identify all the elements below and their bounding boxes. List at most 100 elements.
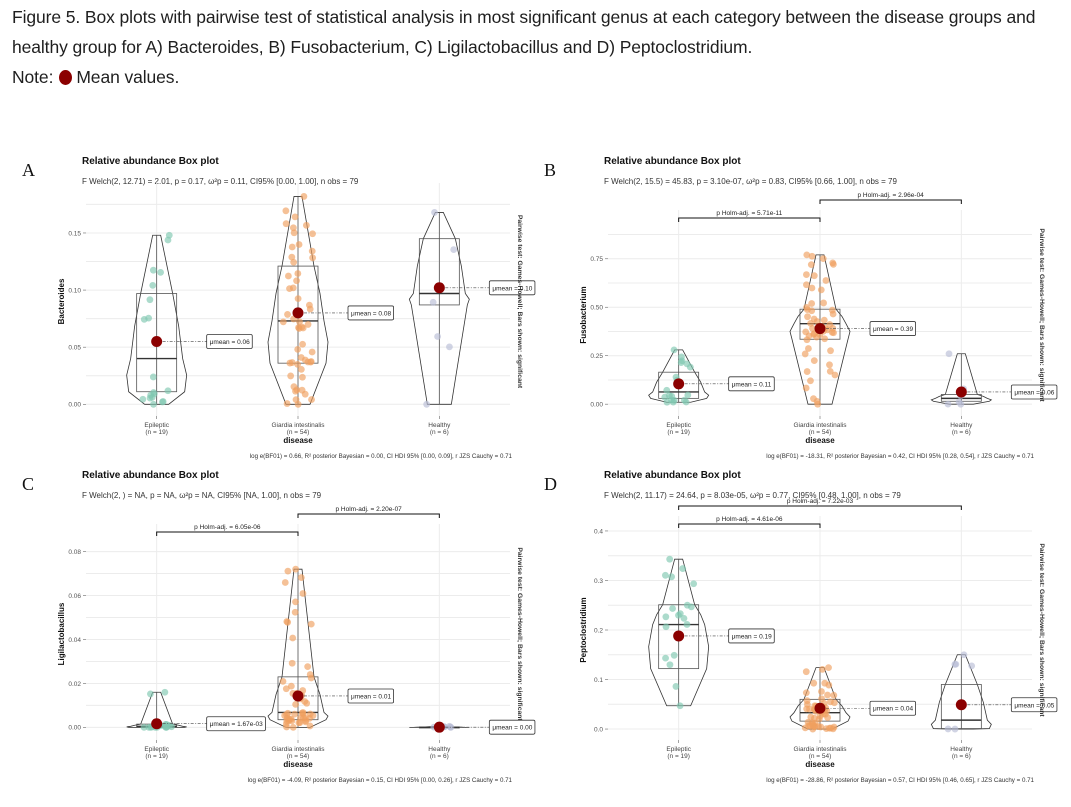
panel-letter: C xyxy=(22,474,34,494)
panel-subtitle: F Welch(2, 11.17) = 24.64, p = 8.03e-05,… xyxy=(604,491,901,500)
x-axis-title: disease xyxy=(805,436,835,445)
panel-title: Relative abundance Box plot xyxy=(82,156,219,167)
violin-outline xyxy=(789,254,851,405)
bayes-stats: log e(BF01) = -18.31, R² posterior Bayes… xyxy=(766,453,1034,460)
group-giardia-intestinalis: μmean = 0.08 xyxy=(267,193,394,408)
y-axis-title: Peptoclostridium xyxy=(579,597,588,662)
y-tick-label: 0.04 xyxy=(68,637,81,644)
data-point xyxy=(825,664,832,672)
pairwise-bracket xyxy=(678,505,962,510)
data-point xyxy=(429,298,437,306)
y-axis-title: Fusobacterium xyxy=(579,286,588,343)
data-point xyxy=(670,651,678,659)
mean-label: μmean = 0.01 xyxy=(351,693,391,700)
data-point xyxy=(161,688,169,696)
data-point xyxy=(679,565,687,572)
data-point xyxy=(810,679,818,687)
data-point xyxy=(803,271,810,278)
pairwise-bracket xyxy=(156,531,299,536)
pairwise-bracket xyxy=(678,217,821,222)
data-point xyxy=(820,299,827,307)
data-point xyxy=(803,303,810,311)
mean-point xyxy=(814,702,826,714)
chart-panel-a: A Relative abundance Box plot F Welch(2, 1… xyxy=(22,156,536,460)
data-point xyxy=(663,386,671,394)
y-tick-label: 0.00 xyxy=(68,725,81,732)
data-point xyxy=(423,400,431,408)
data-point xyxy=(821,335,829,343)
y-tick-label: 0.10 xyxy=(68,287,81,294)
data-point xyxy=(661,571,669,579)
mean-point xyxy=(433,721,445,733)
pairwise-bar: p Holm-adj. = 2.20e-07 xyxy=(297,506,440,518)
pairwise-bar: p Holm-adj. = 2.96e-04 xyxy=(819,192,962,204)
data-point xyxy=(308,396,315,403)
mean-point xyxy=(955,699,967,711)
mean-point xyxy=(433,282,445,294)
pairwise-pvalue: p Holm-adj. = 5.71e-11 xyxy=(716,210,782,217)
data-point xyxy=(284,567,292,575)
chart-panel-b: B Relative abundance Box plot F Welch(2, 1… xyxy=(544,156,1058,460)
data-point xyxy=(304,321,312,328)
bayes-stats: log e(BF01) = 0.66, R² posterior Bayesia… xyxy=(250,453,513,460)
data-point xyxy=(293,277,300,285)
chart-panel-c: C Relative abundance Box plot F Welch(2, )… xyxy=(22,470,536,784)
data-point xyxy=(140,724,148,731)
data-point xyxy=(683,621,691,628)
data-point xyxy=(681,396,688,404)
y-tick-label: 0.2 xyxy=(594,627,603,634)
data-point xyxy=(297,714,304,722)
data-point xyxy=(294,295,302,303)
violin-outline xyxy=(126,234,188,405)
data-point xyxy=(830,329,837,337)
data-point xyxy=(813,333,821,341)
y-tick-label: 0.25 xyxy=(590,353,603,360)
data-point xyxy=(803,336,811,344)
data-point xyxy=(666,661,674,669)
mean-label: μmean = 0.39 xyxy=(873,326,913,333)
panel-letter: D xyxy=(544,474,557,494)
data-point xyxy=(168,723,175,731)
y-tick-label: 0.3 xyxy=(594,578,603,585)
data-point xyxy=(287,682,295,690)
x-axis-title: disease xyxy=(283,436,313,445)
group-healthy: μmean = 0.05 xyxy=(930,651,1058,733)
x-tick-n-label: (n = 54) xyxy=(287,429,310,436)
data-point xyxy=(802,328,810,336)
mean-point xyxy=(814,323,826,335)
data-point xyxy=(295,324,302,331)
data-point xyxy=(830,699,838,707)
group-giardia-intestinalis: μmean = 0.39 xyxy=(789,251,916,408)
data-point xyxy=(960,651,968,659)
y-tick-label: 0.0 xyxy=(594,726,603,733)
data-point xyxy=(307,620,315,628)
data-point xyxy=(662,613,670,621)
data-point xyxy=(662,654,669,662)
box xyxy=(418,238,460,306)
data-point xyxy=(813,398,821,405)
data-point xyxy=(284,709,292,717)
data-point xyxy=(139,395,147,403)
data-point xyxy=(677,359,685,366)
group-healthy: μmean = 0.10 xyxy=(408,209,536,408)
data-point xyxy=(288,243,296,251)
x-tick-n-label: (n = 19) xyxy=(667,429,690,436)
pairwise-bar: p Holm-adj. = 7.22e-03 xyxy=(678,498,962,510)
data-point xyxy=(690,580,698,588)
pairwise-bar: p Holm-adj. = 5.71e-11 xyxy=(678,210,821,222)
mean-label-box xyxy=(1010,384,1058,400)
x-tick-n-label: (n = 6) xyxy=(952,753,971,760)
data-point xyxy=(683,360,691,368)
data-point xyxy=(306,710,314,718)
mean-label: μmean = 0.06 xyxy=(1014,389,1054,396)
caption-text: . Box plots with pairwise test of statis… xyxy=(12,7,1036,57)
y-tick-label: 0.08 xyxy=(68,549,81,556)
data-point xyxy=(817,286,825,294)
data-point xyxy=(284,311,291,318)
data-point xyxy=(807,320,814,327)
panel-a: A Relative abundance Box plot F Welch(2, 1… xyxy=(18,148,548,468)
pairwise-test-note: Pairwise test: Games-Howell; Bars shown:… xyxy=(1038,228,1045,402)
mean-label: μmean = 0.00 xyxy=(492,725,532,732)
mean-label: μmean = 0.08 xyxy=(351,310,391,317)
bayes-stats: log e(BF01) = -4.09, R² posterior Bayesi… xyxy=(248,777,513,784)
